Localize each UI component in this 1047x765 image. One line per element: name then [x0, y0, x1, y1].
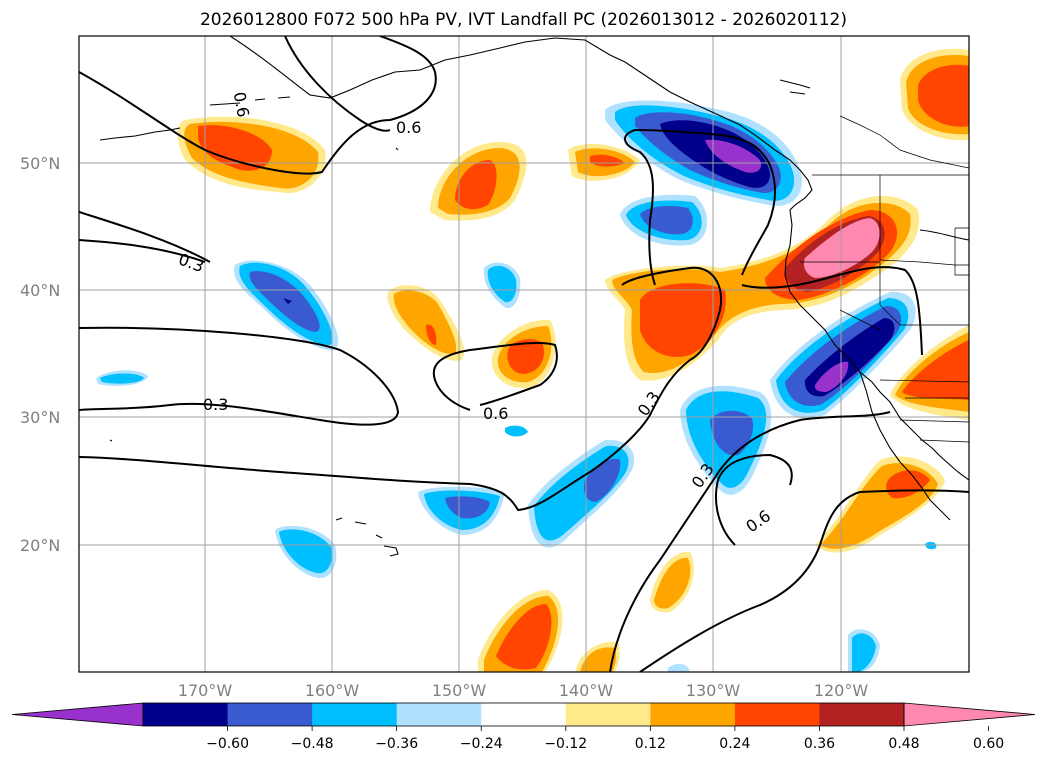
plot-title: 2026012800 F072 500 hPa PV, IVT Landfall…	[199, 10, 847, 30]
colorbar-tick-label: 0.36	[804, 736, 835, 752]
colorbar-segment	[143, 703, 229, 726]
contour-label: 0.6	[396, 118, 421, 137]
lon-label-140w: 140°W	[559, 681, 614, 700]
colorbar-outline	[142, 702, 905, 727]
contour-label: 0.6	[483, 404, 508, 423]
negative-anomaly-165w	[234, 260, 339, 351]
colorbar-tick-label: 0.12	[635, 736, 666, 752]
negative-anomaly-148w	[483, 262, 521, 309]
lat-label-40n: 40°N	[20, 281, 60, 300]
positive-anomaly-150w-north	[430, 142, 527, 221]
colorbar-segment	[650, 703, 736, 726]
colorbar-tick-label: 0.48	[888, 736, 919, 752]
contour-label: 0.6	[230, 90, 253, 118]
negative-anomaly-150w-south	[418, 486, 505, 535]
colorbar-tick-label: −0.24	[460, 736, 503, 752]
negative-anomaly-160w-south	[275, 525, 337, 579]
colorbar-extend-low	[11, 702, 144, 727]
map-frame	[78, 35, 970, 673]
positive-anomaly-145w	[491, 319, 556, 389]
colorbar-segment	[481, 703, 567, 726]
negative-anomaly-small	[505, 425, 937, 672]
colorbar-segment	[734, 703, 820, 726]
negative-anomaly-135w	[620, 194, 708, 246]
lon-label-150w: 150°W	[432, 681, 487, 700]
lon-label-170w: 170°W	[178, 681, 233, 700]
positive-anomaly-baja	[815, 456, 945, 553]
shaded-fields	[96, 48, 969, 672]
colorbar-tick-label: −0.60	[206, 736, 249, 752]
lon-label-130w: 130°W	[686, 681, 741, 700]
colorbar-segment	[227, 703, 313, 726]
negative-anomaly-130w-subtropic	[680, 291, 916, 495]
colorbar-tick-label: 0.24	[719, 736, 750, 752]
lat-label-30n: 30°N	[20, 408, 60, 427]
positive-anomaly-socal	[890, 325, 969, 420]
contour-label: 0.3	[203, 395, 228, 414]
colorbar-tick-label: −0.48	[291, 736, 334, 752]
positive-anomaly-ne-corner	[900, 48, 969, 141]
positive-anomaly-150w-mid	[387, 285, 464, 361]
colorbar-extend-high	[903, 702, 1036, 727]
lon-label-120w: 120°W	[814, 681, 869, 700]
colorbar-tick-label: 0.60	[973, 736, 1004, 752]
colorbar-tick-label: −0.36	[375, 736, 418, 752]
colorbar-segment	[565, 703, 651, 726]
lat-label-50n: 50°N	[20, 154, 60, 173]
negative-anomaly-140w-subtropic	[528, 439, 635, 548]
colorbar: −0.60 −0.48 −0.36 −0.24 −0.12 0.12 0.24 0.36 0.4…	[11, 702, 1036, 752]
colorbar-segment	[819, 703, 905, 726]
lat-label-20n: 20°N	[20, 536, 60, 555]
colorbar-segment	[312, 703, 398, 726]
lon-label-160w: 160°W	[305, 681, 360, 700]
colorbar-segment	[396, 703, 482, 726]
negative-anomaly-west-edge	[96, 370, 148, 386]
latitude-labels: 50°N 40°N 30°N 20°N	[20, 154, 60, 555]
longitude-labels: 170°W 160°W 150°W 140°W 130°W 120°W	[178, 681, 869, 700]
coastlines	[99, 36, 969, 557]
positive-anomaly-south-133w	[650, 551, 694, 613]
political-borders	[800, 115, 969, 443]
pv-contours	[79, 36, 969, 672]
colorbar-tick-label: −0.12	[544, 736, 587, 752]
negative-anomaly-bc-coast	[605, 100, 802, 206]
positive-anomaly-south-145w	[478, 590, 563, 672]
